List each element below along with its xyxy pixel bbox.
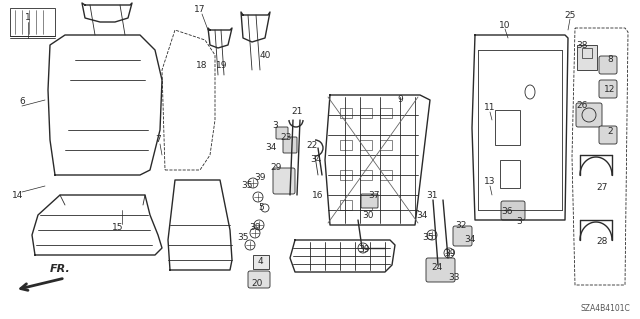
Text: 39: 39 xyxy=(254,174,266,182)
Text: 6: 6 xyxy=(19,98,25,107)
FancyBboxPatch shape xyxy=(501,201,525,220)
Text: 30: 30 xyxy=(362,211,374,220)
Text: 1: 1 xyxy=(25,13,31,23)
Bar xyxy=(380,140,392,150)
Text: 28: 28 xyxy=(596,238,608,247)
Text: 31: 31 xyxy=(426,190,438,199)
FancyBboxPatch shape xyxy=(576,103,602,127)
Text: 2: 2 xyxy=(607,128,613,137)
Text: 39: 39 xyxy=(249,222,260,232)
Text: 34: 34 xyxy=(416,211,428,220)
Text: 14: 14 xyxy=(12,191,24,201)
Bar xyxy=(577,45,597,70)
Bar xyxy=(340,200,352,210)
Bar xyxy=(340,170,352,180)
Bar xyxy=(495,110,520,145)
Text: 10: 10 xyxy=(499,20,511,29)
Text: 32: 32 xyxy=(455,221,467,231)
Text: 3: 3 xyxy=(516,218,522,226)
FancyBboxPatch shape xyxy=(599,56,617,74)
Text: 4: 4 xyxy=(257,257,263,266)
Text: 5: 5 xyxy=(258,203,264,211)
Text: 19: 19 xyxy=(216,61,228,70)
Bar xyxy=(10,8,55,36)
FancyBboxPatch shape xyxy=(599,126,617,144)
Text: 34: 34 xyxy=(266,144,276,152)
Bar xyxy=(500,160,520,188)
Text: 18: 18 xyxy=(196,61,208,70)
Text: 36: 36 xyxy=(501,207,513,217)
Text: 35: 35 xyxy=(237,234,249,242)
FancyBboxPatch shape xyxy=(276,127,288,139)
Text: 16: 16 xyxy=(312,191,324,201)
Text: 8: 8 xyxy=(607,56,613,64)
Text: 37: 37 xyxy=(368,191,380,201)
FancyBboxPatch shape xyxy=(453,226,472,246)
Text: 34: 34 xyxy=(464,235,476,244)
Text: 39: 39 xyxy=(358,246,370,255)
Bar xyxy=(340,140,352,150)
Text: 25: 25 xyxy=(564,11,576,19)
Text: 7: 7 xyxy=(155,136,161,145)
Text: 35: 35 xyxy=(422,233,434,241)
Text: 21: 21 xyxy=(291,108,303,116)
Text: SZA4B4101C: SZA4B4101C xyxy=(580,304,630,313)
Text: 15: 15 xyxy=(112,224,124,233)
Text: 40: 40 xyxy=(259,50,271,60)
Text: 34: 34 xyxy=(310,155,322,165)
Text: 23: 23 xyxy=(280,132,292,142)
Bar xyxy=(253,255,269,269)
Bar xyxy=(360,200,372,210)
FancyBboxPatch shape xyxy=(283,137,297,153)
Text: 20: 20 xyxy=(252,278,262,287)
Text: 26: 26 xyxy=(576,100,588,109)
Bar xyxy=(340,108,352,118)
Bar xyxy=(360,170,372,180)
Bar xyxy=(582,48,592,58)
Text: 3: 3 xyxy=(272,122,278,130)
Text: 11: 11 xyxy=(484,103,496,113)
Text: 13: 13 xyxy=(484,177,496,187)
Bar xyxy=(360,108,372,118)
Text: 29: 29 xyxy=(270,162,282,172)
Bar xyxy=(380,170,392,180)
Text: 35: 35 xyxy=(241,182,253,190)
Text: 12: 12 xyxy=(604,85,616,94)
Text: 39: 39 xyxy=(444,249,456,258)
Bar xyxy=(380,108,392,118)
Text: 27: 27 xyxy=(596,183,608,192)
Text: 38: 38 xyxy=(576,41,588,50)
Text: 22: 22 xyxy=(307,142,317,151)
Text: 24: 24 xyxy=(431,263,443,272)
FancyBboxPatch shape xyxy=(599,80,617,98)
Text: 9: 9 xyxy=(397,95,403,105)
FancyBboxPatch shape xyxy=(248,271,270,288)
FancyBboxPatch shape xyxy=(273,168,295,194)
Bar xyxy=(360,140,372,150)
Text: 17: 17 xyxy=(195,5,205,14)
FancyBboxPatch shape xyxy=(361,194,378,208)
Text: FR.: FR. xyxy=(50,264,71,274)
Text: 33: 33 xyxy=(448,272,460,281)
FancyBboxPatch shape xyxy=(426,258,455,282)
